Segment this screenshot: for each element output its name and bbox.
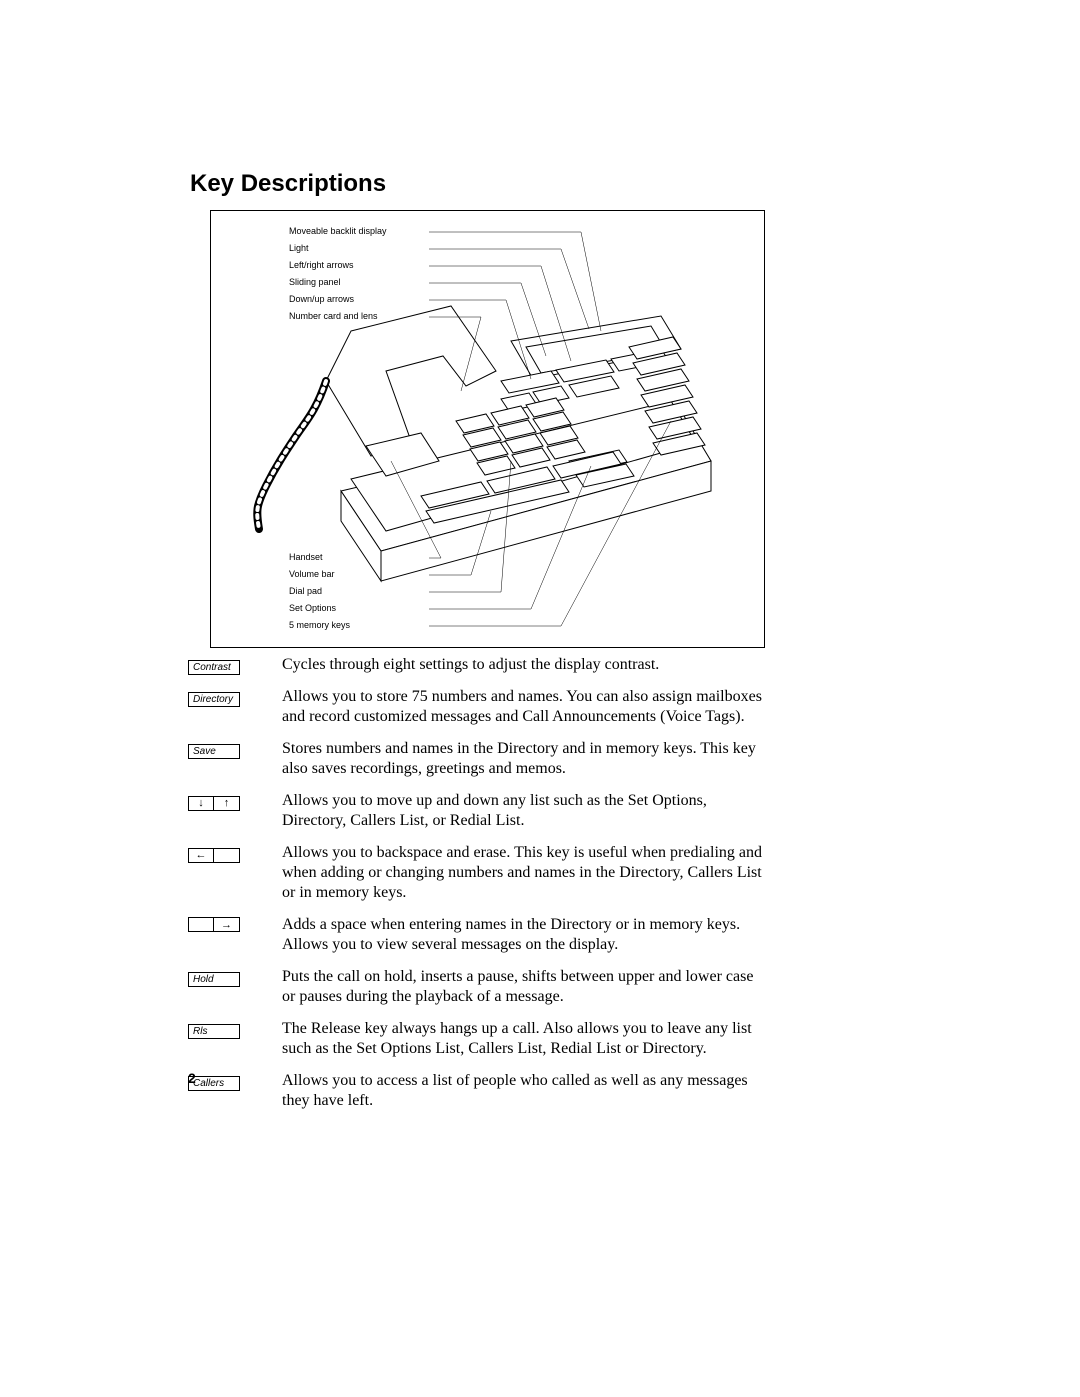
phone-diagram: Moveable backlit display Light Left/righ… <box>210 210 765 648</box>
down-arrow-icon: ↓ <box>188 796 214 811</box>
callout-label: Moveable backlit display <box>289 223 393 240</box>
page: Key Descriptions <box>0 0 1080 1397</box>
callout-label: Set Options <box>289 600 342 617</box>
callout-row: Sliding panel <box>289 274 393 291</box>
callout-row: Dial pad <box>289 583 356 600</box>
callout-label: Volume bar <box>289 566 341 583</box>
key-row-right: → Adds a space when entering names in th… <box>188 915 768 955</box>
callout-label: Down/up arrows <box>289 291 360 308</box>
keycap-hold: Hold <box>188 972 240 987</box>
callout-label: Dial pad <box>289 583 328 600</box>
callout-row: Light <box>289 240 393 257</box>
callout-row: Left/right arrows <box>289 257 393 274</box>
key-desc: Allows you to store 75 numbers and names… <box>282 687 768 727</box>
key-cell: Hold <box>188 967 282 987</box>
keycap-directory: Directory <box>188 692 240 707</box>
callout-row: Handset <box>289 549 356 566</box>
key-row-save: Save Stores numbers and names in the Dir… <box>188 739 768 779</box>
diagram-bottom-callouts: Handset Volume bar Dial pad Set Options … <box>289 549 356 634</box>
callout-label: Handset <box>289 549 329 566</box>
key-cell: Rls <box>188 1019 282 1039</box>
key-cell: Directory <box>188 687 282 707</box>
key-cell: ← <box>188 843 282 863</box>
key-desc: Adds a space when entering names in the … <box>282 915 768 955</box>
callout-label: Left/right arrows <box>289 257 360 274</box>
key-desc: Allows you to move up and down any list … <box>282 791 768 831</box>
key-description-list: Contrast Cycles through eight settings t… <box>188 655 768 1123</box>
callout-label: 5 memory keys <box>289 617 356 634</box>
key-cell: Save <box>188 739 282 759</box>
blank-half-icon <box>188 917 214 932</box>
key-row-updown: ↓ ↑ Allows you to move up and down any l… <box>188 791 768 831</box>
up-arrow-icon: ↑ <box>214 796 240 811</box>
key-row-left: ← Allows you to backspace and erase. Thi… <box>188 843 768 903</box>
key-row-hold: Hold Puts the call on hold, inserts a pa… <box>188 967 768 1007</box>
key-desc: Cycles through eight settings to adjust … <box>282 655 659 675</box>
key-desc: The Release key always hangs up a call. … <box>282 1019 768 1059</box>
key-row-directory: Directory Allows you to store 75 numbers… <box>188 687 768 727</box>
callout-row: Down/up arrows <box>289 291 393 308</box>
keycap-contrast: Contrast <box>188 660 240 675</box>
key-row-contrast: Contrast Cycles through eight settings t… <box>188 655 768 675</box>
callout-row: 5 memory keys <box>289 617 356 634</box>
callout-row: Number card and lens <box>289 308 393 325</box>
diagram-top-callouts: Moveable backlit display Light Left/righ… <box>289 223 393 325</box>
page-title: Key Descriptions <box>190 170 386 198</box>
keycap-left: ← <box>188 848 240 863</box>
callout-label: Sliding panel <box>289 274 347 291</box>
key-row-callers: Callers Allows you to access a list of p… <box>188 1071 768 1111</box>
key-cell: Contrast <box>188 655 282 675</box>
blank-half-icon <box>214 848 240 863</box>
left-arrow-icon: ← <box>188 848 214 863</box>
key-cell: Callers <box>188 1071 282 1091</box>
callout-label: Number card and lens <box>289 308 384 325</box>
key-cell: → <box>188 915 282 937</box>
key-desc: Stores numbers and names in the Director… <box>282 739 768 779</box>
callout-row: Moveable backlit display <box>289 223 393 240</box>
callout-label: Light <box>289 240 315 257</box>
key-desc: Allows you to access a list of people wh… <box>282 1071 768 1111</box>
callout-row: Set Options <box>289 600 356 617</box>
keycap-right: → <box>188 917 240 932</box>
page-number: 2 <box>188 1070 196 1086</box>
key-desc: Puts the call on hold, inserts a pause, … <box>282 967 768 1007</box>
callout-row: Volume bar <box>289 566 356 583</box>
keycap-save: Save <box>188 744 240 759</box>
key-desc: Allows you to backspace and erase. This … <box>282 843 768 903</box>
keycap-updown: ↓ ↑ <box>188 796 240 811</box>
keycap-rls: Rls <box>188 1024 240 1039</box>
key-row-rls: Rls The Release key always hangs up a ca… <box>188 1019 768 1059</box>
key-cell: ↓ ↑ <box>188 791 282 811</box>
right-arrow-icon: → <box>214 917 240 932</box>
